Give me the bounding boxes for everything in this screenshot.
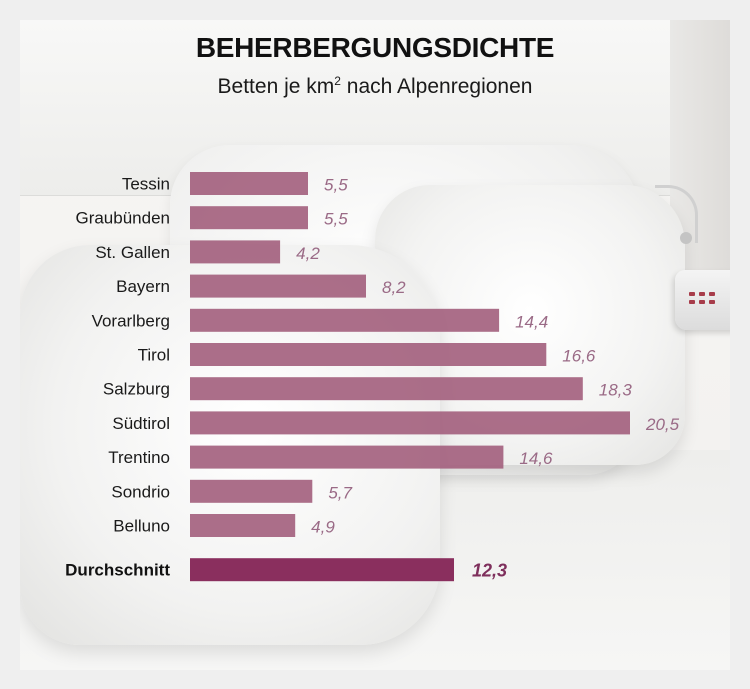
bar-8: [190, 445, 504, 469]
bar-3: [190, 274, 366, 298]
category-label-10: Belluno: [113, 517, 170, 536]
value-label-8: 14,6: [519, 449, 553, 468]
bar-11: [190, 558, 454, 582]
subtitle-text-rest: nach Alpenregionen: [340, 75, 533, 98]
reading-lamp-icon: [680, 232, 692, 244]
bar-1: [190, 206, 308, 230]
bar-10: [190, 514, 296, 537]
value-label-9: 5,7: [328, 483, 352, 502]
bar-6: [190, 377, 583, 401]
category-label-0: Tessin: [122, 175, 170, 194]
telephone-icon: [675, 270, 730, 330]
bar-0: [190, 172, 308, 195]
subtitle-text: Betten je km: [217, 75, 335, 98]
category-label-6: Salzburg: [103, 380, 170, 399]
category-label-4: Vorarlberg: [92, 311, 170, 330]
category-label-7: Südtirol: [112, 414, 170, 433]
subtitle-superscript: 2: [334, 74, 341, 88]
category-label-5: Tirol: [138, 346, 170, 365]
category-label-3: Bayern: [116, 277, 170, 296]
value-label-3: 8,2: [382, 278, 406, 297]
category-label-1: Graubünden: [75, 209, 170, 228]
value-label-7: 20,5: [645, 415, 680, 434]
category-label-8: Trentino: [108, 448, 170, 467]
reading-lamp-arm: [655, 185, 698, 243]
category-label-2: St. Gallen: [95, 243, 170, 262]
chart-subtitle: Betten je km2 nach Alpenregionen: [0, 74, 750, 99]
value-label-5: 16,6: [562, 347, 596, 366]
value-label-4: 14,4: [515, 312, 548, 331]
value-label-6: 18,3: [599, 381, 633, 400]
bar-5: [190, 343, 547, 366]
category-label-11: Durchschnitt: [65, 561, 170, 580]
value-label-2: 4,2: [296, 244, 320, 263]
chart-title: BEHERBERGUNGSDICHTE: [195, 32, 555, 63]
value-label-11: 12,3: [472, 561, 507, 581]
bar-9: [190, 479, 313, 503]
bar-4: [190, 308, 500, 332]
value-label-0: 5,5: [324, 176, 348, 195]
bar-7: [190, 411, 630, 435]
bar-2: [190, 240, 281, 264]
category-label-9: Sondrio: [111, 482, 170, 501]
value-label-1: 5,5: [324, 210, 348, 229]
value-label-10: 4,9: [311, 518, 335, 537]
